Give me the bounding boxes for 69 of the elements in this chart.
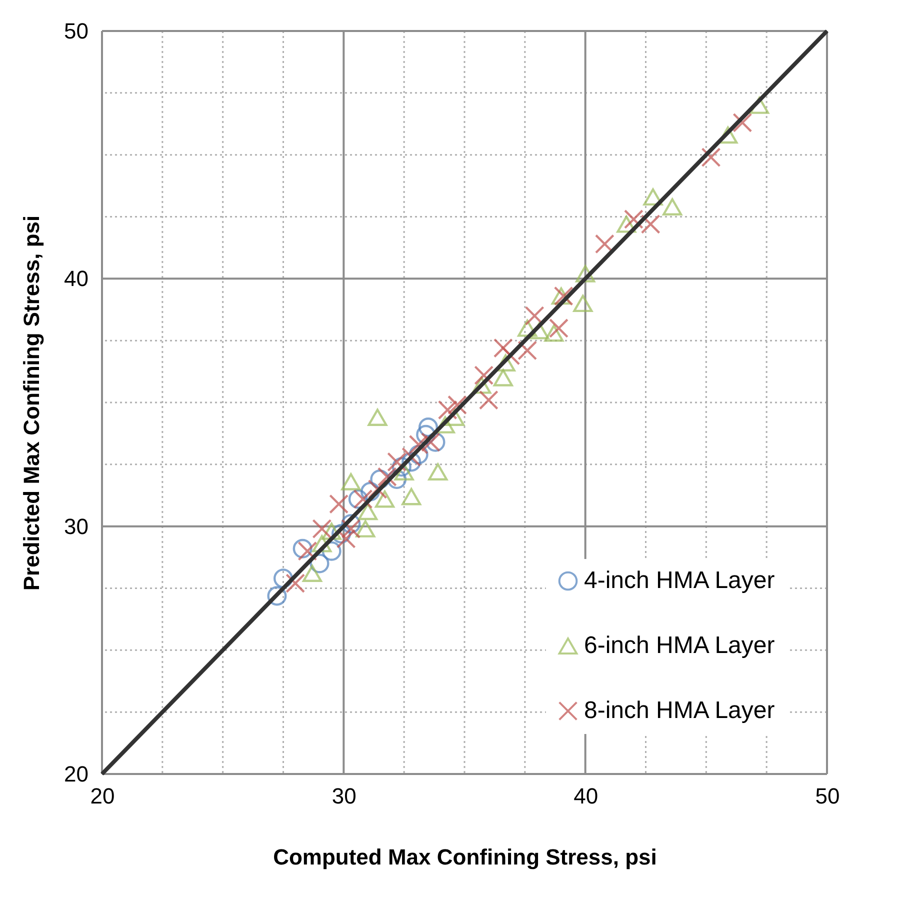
point — [374, 490, 395, 508]
point — [298, 541, 318, 561]
point — [402, 488, 422, 506]
point — [438, 400, 458, 420]
point — [493, 369, 513, 386]
point — [302, 564, 322, 582]
point — [435, 416, 455, 434]
point — [336, 528, 356, 548]
point — [368, 479, 388, 499]
point — [474, 365, 494, 386]
point — [358, 502, 378, 520]
point — [329, 494, 349, 514]
point — [341, 473, 361, 490]
point — [356, 520, 376, 538]
point — [341, 514, 361, 534]
point — [640, 214, 660, 234]
point — [408, 434, 428, 454]
point — [624, 209, 644, 229]
point — [426, 432, 446, 452]
point — [341, 519, 361, 539]
point — [573, 294, 593, 312]
point — [518, 320, 538, 337]
point — [360, 482, 380, 502]
point — [544, 324, 564, 342]
y-tick-label: 30 — [64, 514, 88, 539]
point — [331, 524, 352, 544]
legend-label: 6-inch HMA Layer — [584, 632, 775, 659]
point — [447, 395, 468, 415]
point — [353, 489, 373, 509]
point — [292, 538, 312, 558]
y-tick-label: 40 — [64, 266, 88, 292]
point — [312, 535, 332, 552]
point — [732, 112, 752, 132]
point — [518, 340, 538, 360]
point — [387, 452, 407, 472]
point — [394, 463, 414, 480]
point — [273, 568, 294, 588]
point — [616, 216, 636, 233]
point — [377, 467, 397, 487]
point — [322, 522, 342, 540]
x-tick-label: 30 — [332, 784, 356, 808]
point — [576, 265, 596, 282]
x-tick-label: 40 — [574, 784, 598, 808]
point — [643, 188, 663, 206]
y-tick-label: 50 — [64, 18, 88, 44]
point — [701, 148, 721, 168]
point — [472, 376, 492, 394]
point — [420, 432, 440, 452]
point — [428, 463, 448, 480]
x-axis-title: Computed Max Confining Stress, psi — [273, 844, 657, 870]
point — [548, 318, 569, 338]
point — [662, 198, 682, 216]
point — [312, 519, 332, 539]
point — [267, 586, 287, 606]
x-tick-label: 50 — [815, 784, 840, 808]
point — [718, 126, 738, 144]
legend-label: 8-inch HMA Layer — [584, 697, 775, 724]
point — [368, 408, 388, 426]
point — [408, 444, 428, 464]
point — [478, 390, 498, 410]
x-tick-label: 20 — [90, 784, 115, 808]
y-tick-label: 20 — [64, 762, 88, 786]
point — [286, 574, 306, 594]
legend-label: 4-inch HMA Layer — [584, 567, 775, 594]
point — [416, 424, 436, 444]
y-axis-title: Predicted Max Confining Stress, psi — [19, 215, 44, 591]
point — [402, 452, 422, 472]
point — [392, 457, 412, 477]
point — [496, 354, 516, 372]
